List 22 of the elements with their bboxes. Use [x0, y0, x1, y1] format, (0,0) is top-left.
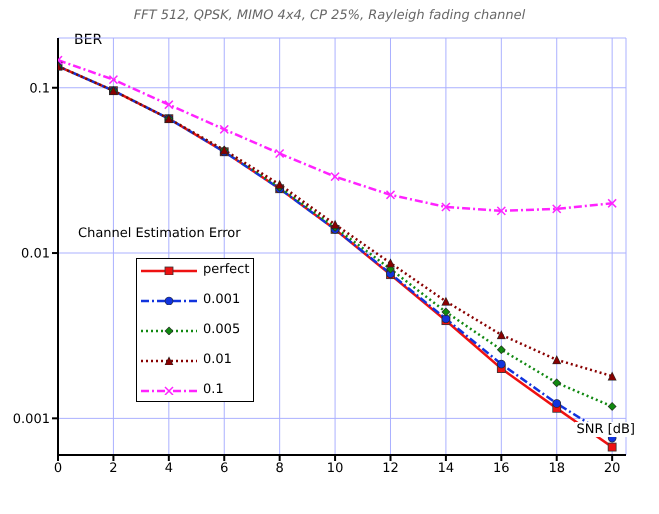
y-tick-label: 0.01	[21, 246, 50, 262]
x-tick-label: 12	[382, 461, 399, 476]
legend-label: 0.1	[203, 382, 224, 398]
chart-title: FFT 512, QPSK, MIMO 4x4, CP 25%, Rayleigh fading channel	[132, 8, 526, 23]
x-tick-label: 4	[164, 461, 173, 476]
x-tick-label: 8	[276, 461, 284, 476]
x-tick-label: 20	[604, 461, 620, 476]
x-tick-label: 6	[220, 461, 228, 476]
legend-label: 0.005	[203, 322, 240, 338]
x-axis-title: SNR [dB]	[574, 422, 637, 437]
y-tick-label: 0.1	[29, 81, 50, 96]
legend-title: Channel Estimation Error	[78, 226, 241, 241]
legend-label: 0.01	[203, 352, 232, 368]
x-tick-label: 16	[493, 461, 510, 476]
y-tick-label: 0.001	[12, 412, 50, 427]
x-tick-label: 14	[438, 461, 454, 476]
legend-label: 0.001	[203, 292, 240, 308]
x-tick-label: 10	[326, 461, 344, 476]
x-tick-label: 18	[548, 461, 566, 476]
legend-label: perfect	[203, 262, 250, 278]
x-tick-label: 2	[109, 461, 118, 476]
x-tick-label: 0	[54, 461, 62, 476]
